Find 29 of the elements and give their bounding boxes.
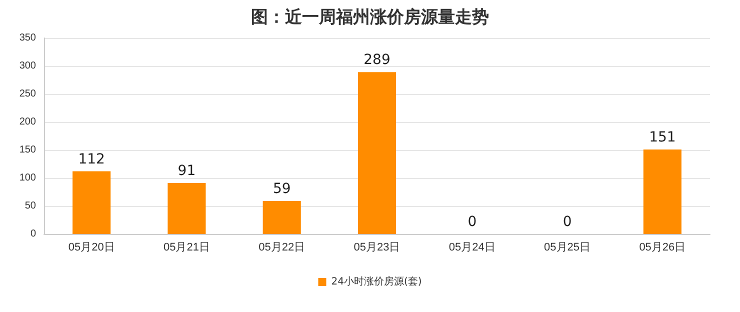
bar xyxy=(358,72,396,234)
y-tick-label: 0 xyxy=(30,228,36,240)
bar xyxy=(72,171,111,234)
x-tick-label: 05月23日 xyxy=(354,242,400,254)
y-tick-label: 300 xyxy=(19,60,36,72)
y-tick-label: 350 xyxy=(19,32,36,44)
x-tick-label: 05月26日 xyxy=(639,242,686,254)
data-label: 59 xyxy=(272,180,291,197)
x-tick-label: 05月21日 xyxy=(163,242,210,254)
bar xyxy=(168,183,206,234)
chart-title: 图：近一周福州涨价房源量走势 xyxy=(251,8,489,28)
data-label: 112 xyxy=(78,151,105,168)
y-tick-label: 150 xyxy=(19,144,36,156)
data-label: 289 xyxy=(364,52,390,68)
data-label: 0 xyxy=(562,214,572,230)
x-tick-label: 05月24日 xyxy=(448,242,496,254)
data-label: 0 xyxy=(468,214,477,230)
y-tick-label: 100 xyxy=(19,172,36,184)
x-tick-label: 05月22日 xyxy=(258,242,306,254)
x-tick-label: 05月20日 xyxy=(68,242,115,254)
bar xyxy=(262,200,301,234)
data-label: 151 xyxy=(649,129,676,146)
legend-label: 24小时涨价房源(套) xyxy=(331,276,422,288)
y-tick-label: 250 xyxy=(19,88,36,100)
y-tick-label: 50 xyxy=(24,200,36,212)
bar xyxy=(643,149,682,234)
data-label: 91 xyxy=(178,163,196,180)
y-tick-label: 200 xyxy=(19,116,36,128)
x-tick-label: 05月25日 xyxy=(544,242,591,254)
